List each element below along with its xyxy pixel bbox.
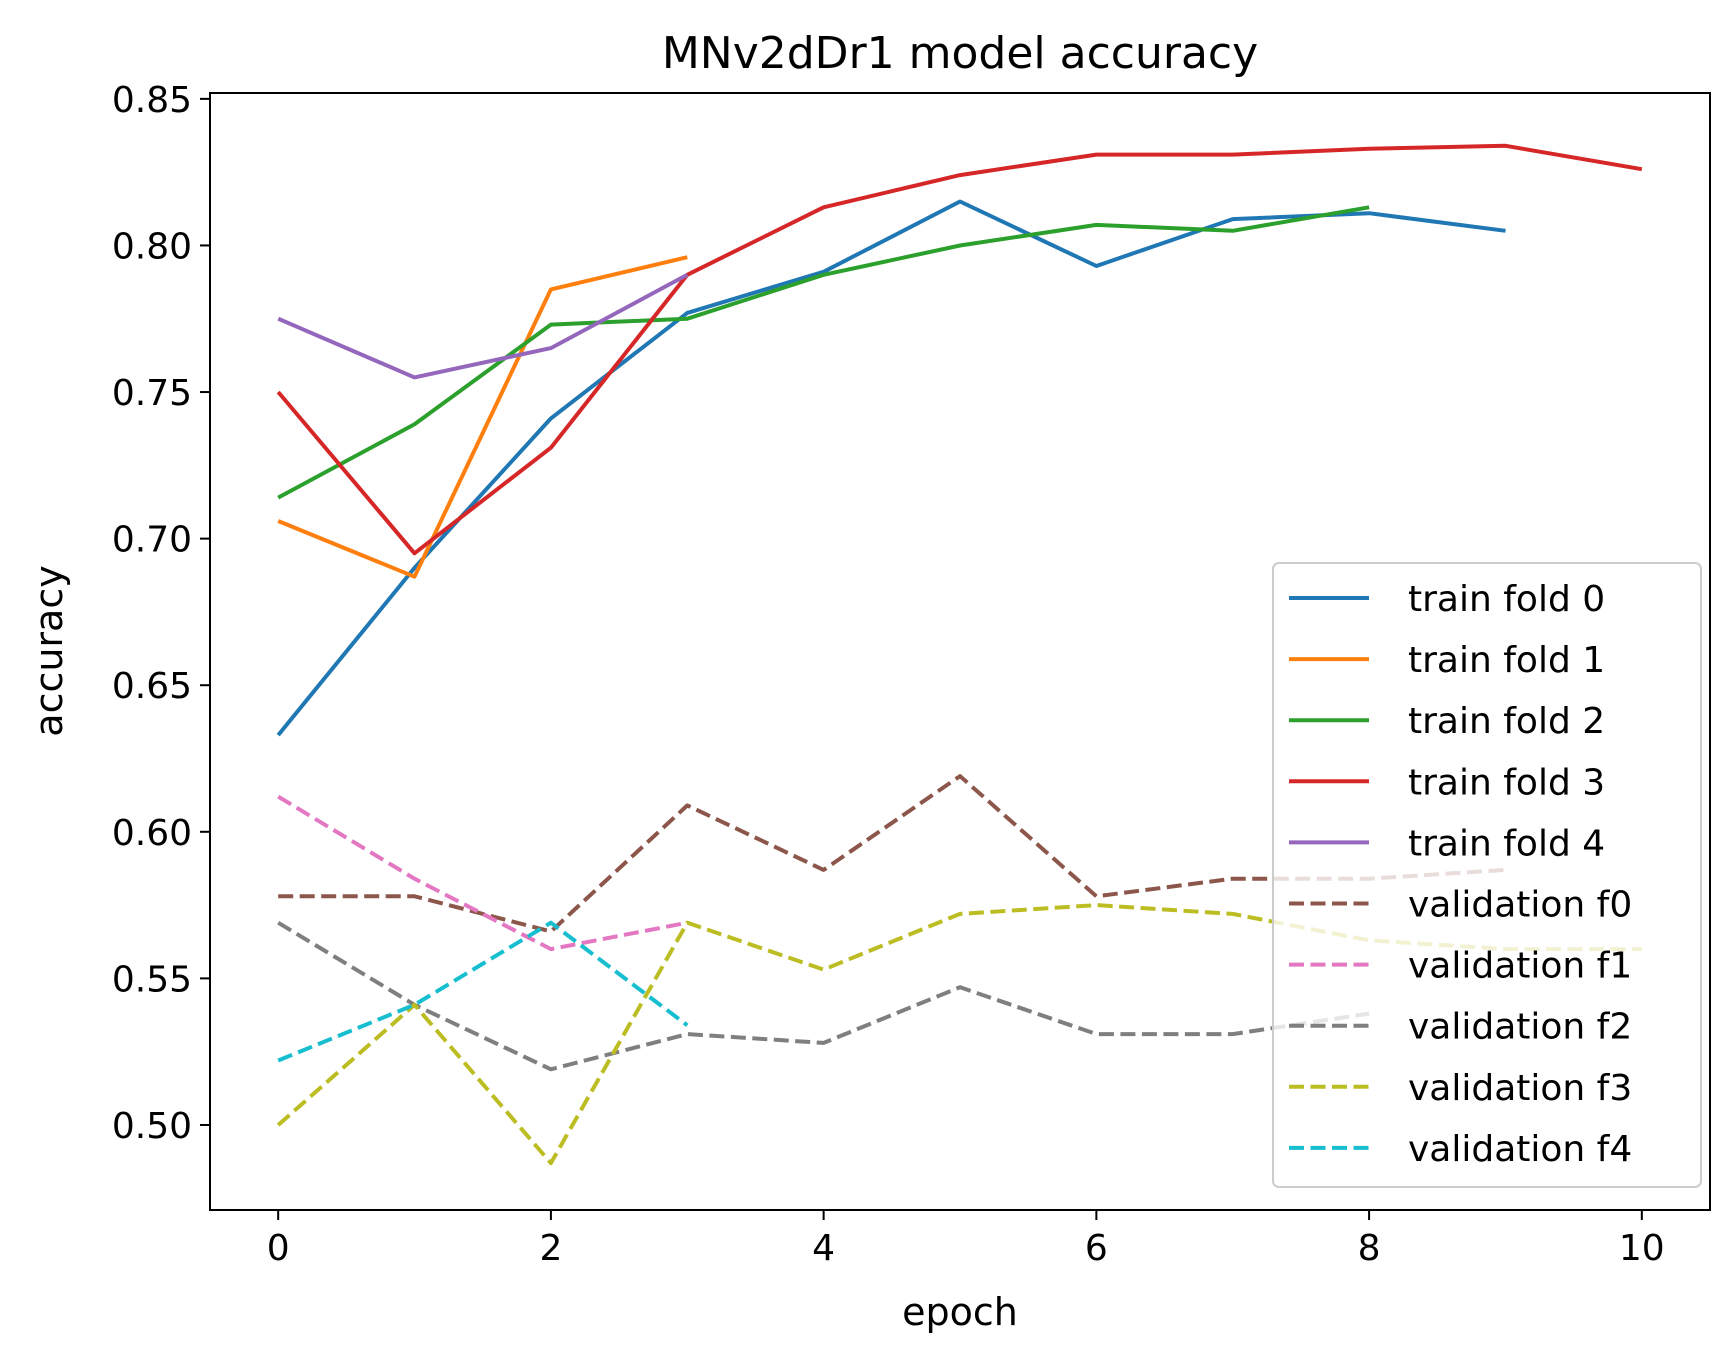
legend-label: train fold 0 bbox=[1408, 579, 1605, 620]
x-tick-label: 8 bbox=[1358, 1228, 1381, 1269]
legend-label: validation f4 bbox=[1408, 1129, 1632, 1170]
legend-label: validation f2 bbox=[1408, 1007, 1632, 1048]
legend-label: train fold 4 bbox=[1408, 823, 1605, 864]
y-axis-label: accuracy bbox=[27, 565, 71, 736]
x-tick-label: 10 bbox=[1619, 1228, 1665, 1269]
series-line-validation-f2 bbox=[277, 920, 1370, 1072]
legend-label: validation f3 bbox=[1408, 1068, 1632, 1109]
legend-box bbox=[1272, 562, 1702, 1188]
y-tick-label: 0.75 bbox=[112, 373, 192, 414]
x-axis-label: epoch bbox=[902, 1290, 1018, 1334]
series-line-train-fold-4 bbox=[277, 273, 689, 380]
legend-label: train fold 3 bbox=[1408, 762, 1605, 803]
legend-label: validation f0 bbox=[1408, 885, 1632, 926]
x-tick-label: 6 bbox=[1085, 1228, 1108, 1269]
x-tick-label: 0 bbox=[267, 1228, 290, 1269]
y-tick-label: 0.50 bbox=[112, 1106, 192, 1147]
y-tick-label: 0.80 bbox=[112, 226, 192, 267]
series-line-train-fold-2 bbox=[277, 205, 1370, 500]
plot-lines bbox=[276, 143, 1643, 1166]
y-axis-ticks: 0.50 0.55 0.60 0.65 0.70 0.75 0.80 0.85 bbox=[112, 80, 210, 1147]
y-tick-label: 0.60 bbox=[112, 813, 192, 854]
y-tick-label: 0.85 bbox=[112, 80, 192, 121]
series-line-train-fold-0 bbox=[276, 199, 1506, 737]
plot-frame bbox=[209, 92, 1711, 1211]
series-line-train-fold-3 bbox=[276, 143, 1643, 556]
chart-title: MNv2dDr1 model accuracy bbox=[662, 28, 1258, 79]
series-line-validation-f1 bbox=[277, 794, 688, 952]
y-tick-label: 0.55 bbox=[112, 959, 192, 1000]
series-line-validation-f3 bbox=[276, 903, 1642, 1166]
legend-label: validation f1 bbox=[1408, 946, 1632, 987]
x-axis-ticks: 0 2 4 6 8 10 bbox=[267, 1210, 1665, 1269]
legend-label: train fold 2 bbox=[1408, 701, 1605, 742]
x-tick-label: 2 bbox=[539, 1228, 562, 1269]
series-line-validation-f4 bbox=[277, 920, 689, 1063]
series-line-train-fold-1 bbox=[277, 255, 688, 579]
y-tick-label: 0.70 bbox=[112, 520, 192, 561]
legend: train fold 0 train fold 1 train fold 2 trai… bbox=[1272, 562, 1702, 1188]
legend-label: train fold 1 bbox=[1408, 640, 1605, 681]
x-tick-label: 4 bbox=[812, 1228, 835, 1269]
y-tick-label: 0.65 bbox=[112, 666, 192, 707]
